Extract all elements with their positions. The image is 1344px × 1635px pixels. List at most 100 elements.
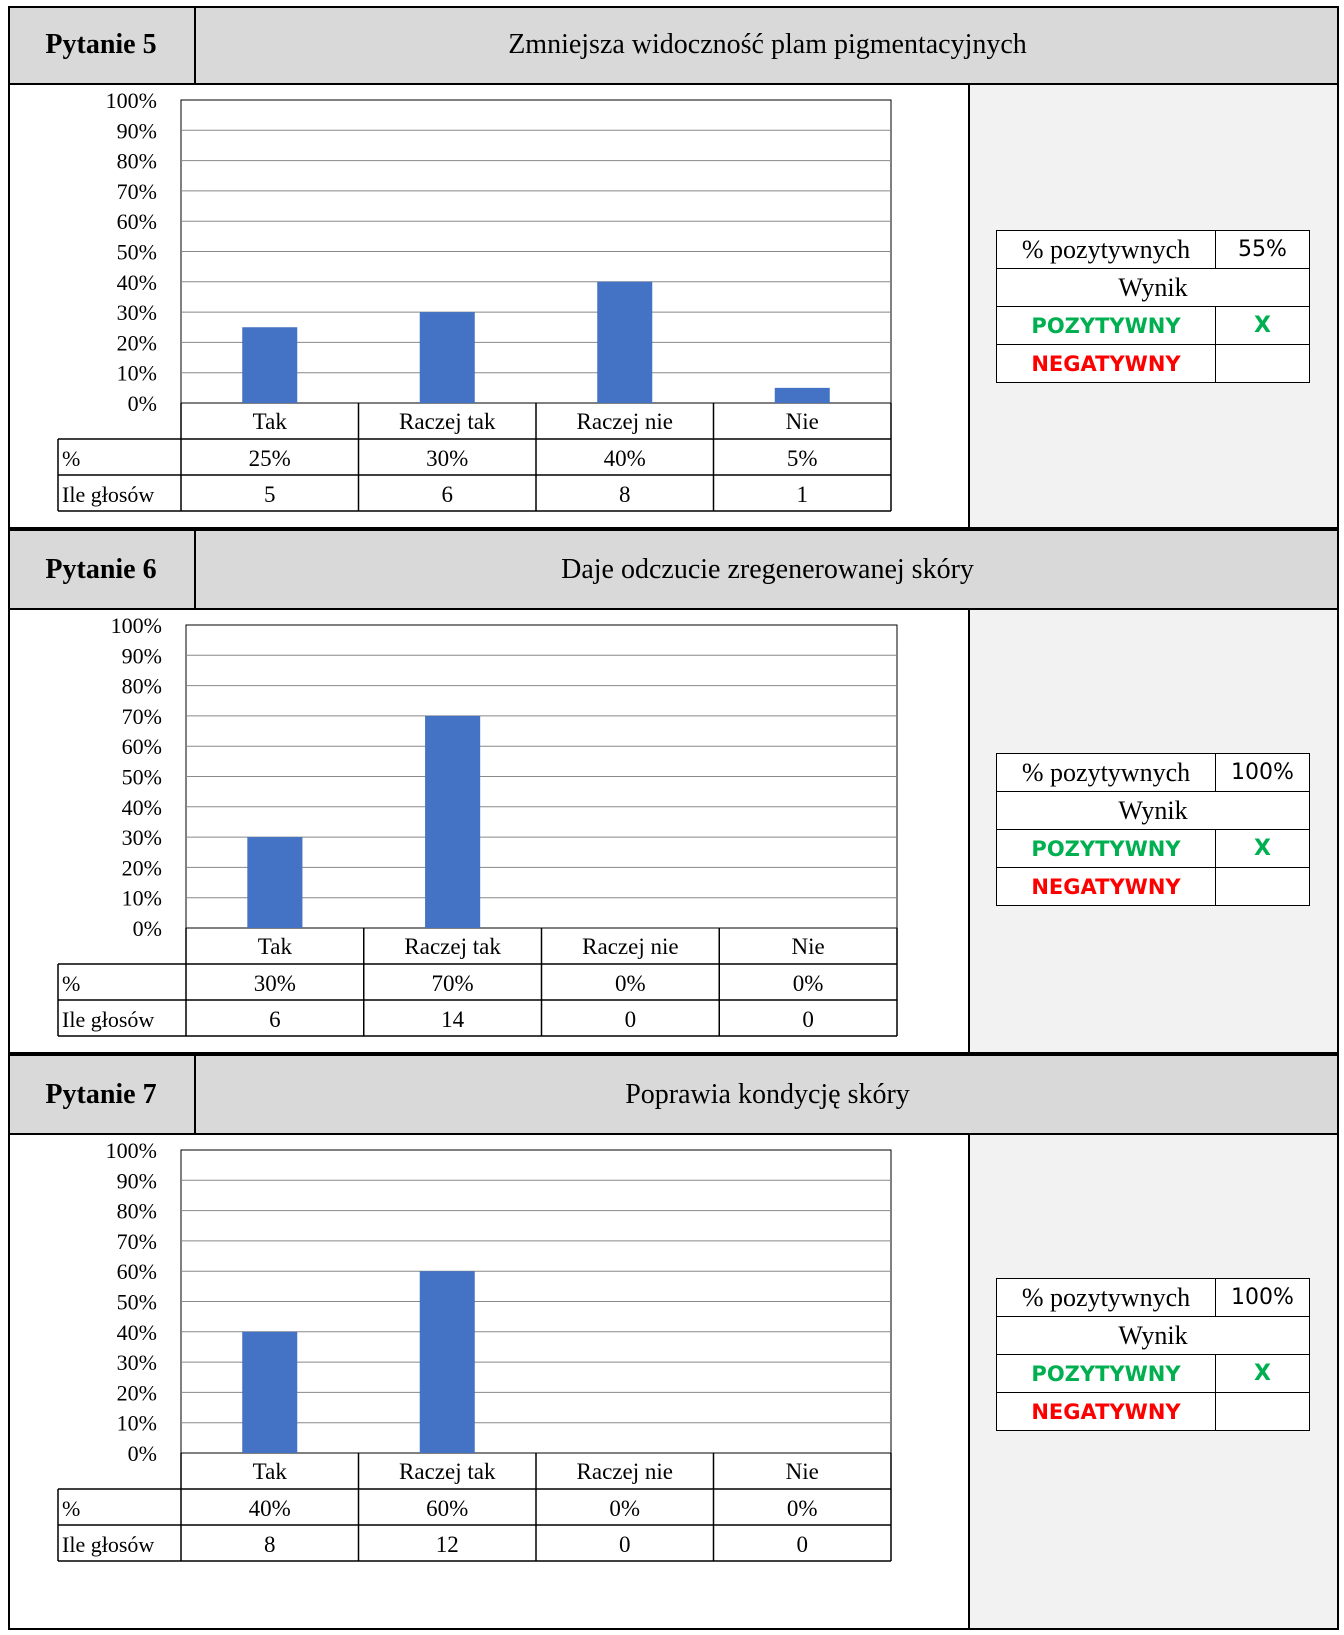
bar-chart: 0% 10% 20% 30% 40% 50% 60% 70% 80% 90% 100% Tak 25% 5…	[57, 88, 892, 512]
bar-tak	[242, 1331, 298, 1453]
percent-cell: 70%	[432, 971, 474, 996]
x-category-label: Raczej nie	[582, 934, 678, 959]
y-tick-label: 90%	[117, 118, 157, 143]
bar-raczej-tak	[425, 715, 481, 928]
percent-row-label: %	[62, 446, 80, 471]
bar-tak	[242, 327, 298, 403]
y-tick-label: 80%	[122, 674, 162, 699]
summary-panel: % pozytywnych 100% Wynik POZYTYWNY X NEG…	[968, 1135, 1339, 1630]
votes-cell: 0	[619, 1532, 631, 1557]
x-category-label: Raczej tak	[399, 1459, 496, 1484]
section-divider	[8, 527, 1339, 531]
y-tick-label: 30%	[122, 825, 162, 850]
y-tick-label: 40%	[117, 1320, 157, 1345]
question-number: Pytanie 5	[8, 6, 196, 83]
x-category-label: Raczej tak	[399, 409, 496, 434]
percent-cell: 0%	[793, 971, 824, 996]
y-tick-label: 0%	[128, 1441, 157, 1466]
votes-cell: 8	[264, 1532, 276, 1557]
y-tick-label: 60%	[117, 209, 157, 234]
y-tick-label: 80%	[117, 149, 157, 174]
y-tick-label: 80%	[117, 1199, 157, 1224]
summary-panel: % pozytywnych 55% Wynik POZYTYWNY X NEGA…	[968, 85, 1339, 527]
y-tick-label: 10%	[117, 1411, 157, 1436]
y-tick-label: 60%	[122, 734, 162, 759]
y-tick-label: 100%	[106, 1138, 157, 1163]
y-tick-label: 40%	[117, 270, 157, 295]
y-tick-label: 30%	[117, 1350, 157, 1375]
votes-cell: 14	[441, 1007, 465, 1032]
votes-cell: 8	[619, 482, 631, 507]
negative-result-mark	[1215, 344, 1310, 383]
percent-row-label: %	[62, 1496, 80, 1521]
x-category-label: Tak	[253, 1459, 288, 1484]
votes-cell: 12	[436, 1532, 459, 1557]
votes-row-label: Ile głosów	[62, 482, 154, 507]
votes-cell: 0	[797, 1532, 809, 1557]
negative-result-label: NEGATYWNY	[996, 867, 1216, 906]
question-header: Pytanie 5 Zmniejsza widoczność plam pigm…	[8, 6, 1339, 85]
percent-cell: 0%	[615, 971, 646, 996]
positive-result-mark: X	[1215, 829, 1310, 868]
percent-cell: 30%	[426, 446, 468, 471]
bar-chart: 0%10%20%30%40%50%60%70%80%90%100%Tak40%8…	[57, 1138, 892, 1562]
y-tick-label: 10%	[122, 886, 162, 911]
percent-row-label: %	[62, 971, 80, 996]
votes-cell: 0	[625, 1007, 637, 1032]
question-header: Pytanie 6 Daje odczucie zregenerowanej s…	[8, 531, 1339, 610]
positive-percent-label: % pozytywnych	[996, 1278, 1216, 1317]
result-label: Wynik	[996, 791, 1310, 830]
question-number: Pytanie 6	[8, 531, 196, 608]
question-number: Pytanie 7	[8, 1056, 196, 1133]
percent-cell: 25%	[249, 446, 291, 471]
y-tick-label: 20%	[117, 330, 157, 355]
percent-cell: 60%	[426, 1496, 468, 1521]
percent-cell: 0%	[787, 1496, 818, 1521]
percent-cell: 0%	[609, 1496, 640, 1521]
votes-cell: 5	[264, 482, 276, 507]
section-divider	[8, 1052, 1339, 1056]
negative-result-label: NEGATYWNY	[996, 344, 1216, 383]
votes-cell: 1	[797, 482, 809, 507]
positive-result-mark: X	[1215, 1354, 1310, 1393]
percent-cell: 40%	[249, 1496, 291, 1521]
x-category-label: Nie	[792, 934, 825, 959]
x-category-label: Raczej tak	[404, 934, 501, 959]
y-tick-label: 20%	[122, 855, 162, 880]
question-section-7: Pytanie 7 Poprawia kondycję skóry 0% 10% 2…	[8, 1056, 1339, 1630]
positive-result-label: POZYTYWNY	[996, 1354, 1216, 1393]
y-tick-label: 50%	[122, 765, 162, 790]
y-tick-label: 50%	[117, 240, 157, 265]
question-title: Poprawia kondycję skóry	[625, 1079, 910, 1110]
bar-chart: 0%10%20%30%40%50%60%70%80%90%100%Tak30%6…	[57, 613, 898, 1037]
positive-result-label: POZYTYWNY	[996, 306, 1216, 345]
percent-cell: 30%	[254, 971, 296, 996]
positive-percent-value: 100%	[1215, 753, 1310, 792]
y-tick-label: 100%	[106, 88, 157, 113]
summary-table: % pozytywnych 100% Wynik POZYTYWNY X NEG…	[996, 1278, 1310, 1431]
positive-percent-label: % pozytywnych	[996, 753, 1216, 792]
y-tick-label: 0%	[128, 391, 157, 416]
bar-raczej-tak	[419, 1271, 475, 1453]
votes-cell: 6	[269, 1007, 281, 1032]
summary-table: % pozytywnych 55% Wynik POZYTYWNY X NEGA…	[996, 230, 1310, 383]
y-tick-label: 90%	[122, 643, 162, 668]
question-section-6: Pytanie 6 Daje odczucie zregenerowanej s…	[8, 531, 1339, 1052]
percent-cell: 40%	[604, 446, 646, 471]
summary-panel: % pozytywnych 100% Wynik POZYTYWNY X NEG…	[968, 610, 1339, 1052]
x-category-label: Nie	[786, 1459, 819, 1484]
x-category-label: Tak	[253, 409, 288, 434]
negative-result-mark	[1215, 1392, 1310, 1431]
votes-row-label: Ile głosów	[62, 1532, 154, 1557]
votes-cell: 0	[802, 1007, 814, 1032]
y-tick-label: 0%	[133, 916, 162, 941]
x-category-label: Tak	[258, 934, 293, 959]
question-header: Pytanie 7 Poprawia kondycję skóry	[8, 1056, 1339, 1135]
negative-result-mark	[1215, 867, 1310, 906]
x-category-label: Raczej nie	[577, 409, 673, 434]
percent-cell: 5%	[787, 446, 818, 471]
votes-cell: 6	[442, 482, 454, 507]
y-tick-label: 70%	[117, 179, 157, 204]
question-section-5: Pytanie 5 Zmniejsza widoczność plam pigm…	[8, 6, 1339, 527]
bar-raczej-tak	[419, 312, 475, 403]
